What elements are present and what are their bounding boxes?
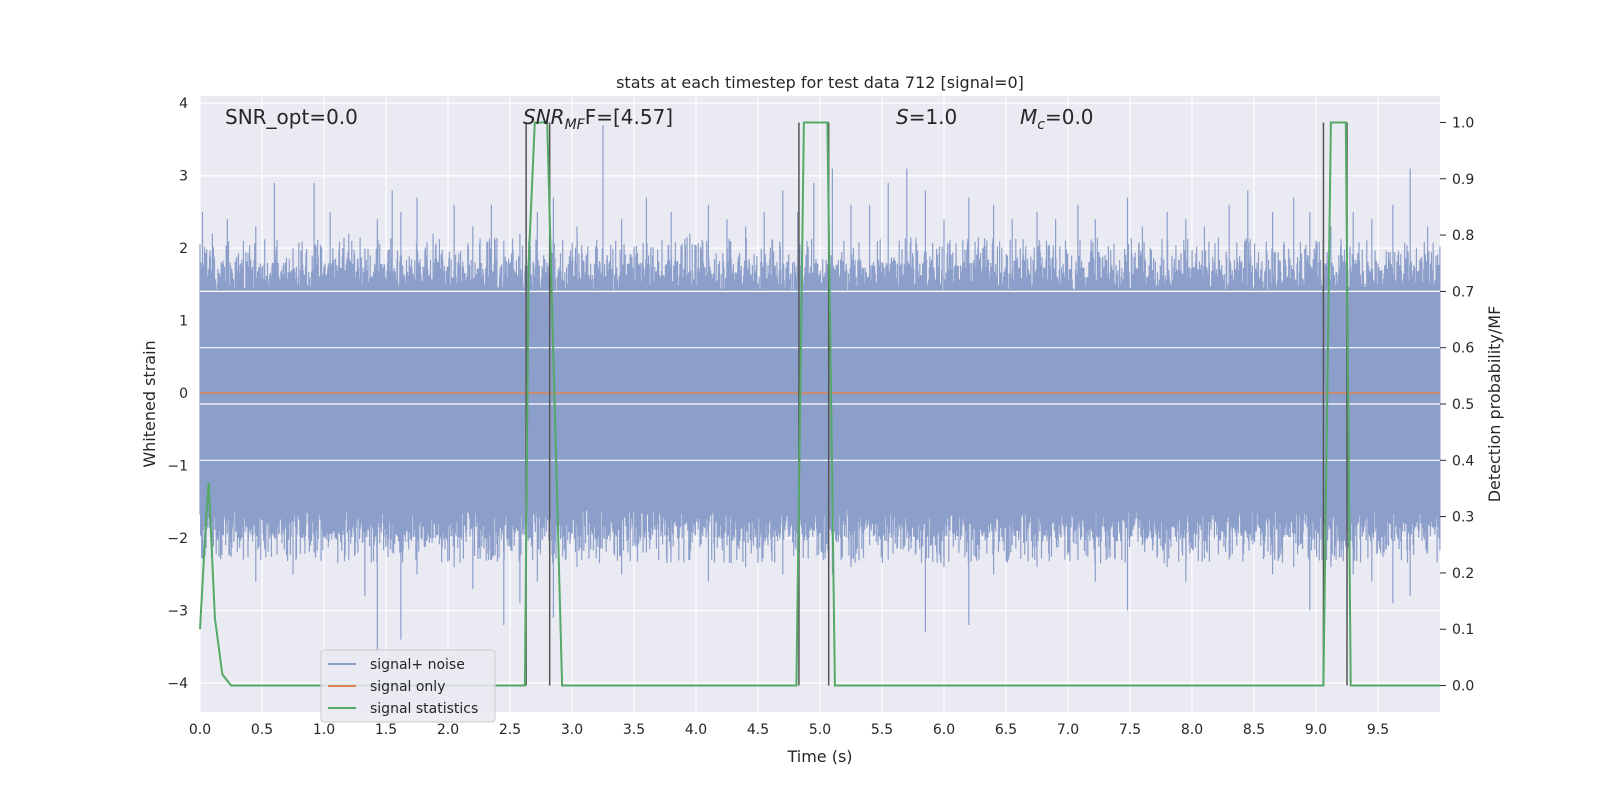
signal-statistics-series [199,121,1440,687]
y-tick-label: 4 [179,96,188,112]
x-tick-label: 8.0 [1181,722,1203,738]
y2-axis-ticks: 1.0 0.9 0.8 0.7 0.6 0.5 0.4 0.3 0.2 0.1 0.0 [1440,115,1474,695]
y-tick-label: 0 [179,386,188,402]
x-axis-ticks: 0.0 0.5 1.0 1.5 2.0 2.5 3.0 3.5 4.0 4.5 5.0 5.5 6.0 6… [189,722,1389,738]
chart-title: stats at each timestep for test data 712… [616,73,1024,92]
snr-mf-annotation: SNRMFF=[4.57] [523,105,673,133]
y2-tick-label: 0.0 [1452,679,1474,695]
y2-tick-label: 0.7 [1452,284,1474,300]
x-tick-label: 3.0 [561,722,583,738]
y-tick-label: −1 [167,459,188,475]
x-tick-label: 7.5 [1119,722,1141,738]
mc-main: M [1020,105,1037,129]
snr-mf-value: F=[4.57] [585,105,673,129]
y-axis-label: Whitened strain [140,340,159,467]
x-tick-label: 6.5 [995,722,1017,738]
y2-tick-label: 0.5 [1452,397,1474,413]
snr-mf-subscript: MF [565,117,586,133]
s-main: S [896,105,909,129]
x-tick-label: 9.5 [1367,722,1389,738]
x-axis-label: Time (s) [786,747,852,766]
y-tick-label: 2 [179,241,188,257]
x-tick-label: 0.0 [189,722,211,738]
legend-label-noise: signal+ noise [370,657,465,673]
y-tick-label: −4 [167,676,188,692]
x-tick-label: 5.0 [809,722,831,738]
mc-annotation: Mc=0.0 [1020,105,1094,133]
s-annotation: S=1.0 [896,105,957,129]
mc-value: =0.0 [1045,105,1094,129]
y2-tick-label: 0.3 [1452,510,1474,526]
y2-tick-label: 0.2 [1452,566,1474,582]
y2-tick-label: 0.8 [1452,228,1474,244]
s-value: =1.0 [909,105,958,129]
x-tick-label: 3.5 [623,722,645,738]
legend: signal+ noise signal only signal statist… [320,649,496,723]
y-tick-label: −2 [167,531,188,547]
snr-mf-main: SNR [523,105,565,129]
snr-opt-annotation: SNR_opt=0.0 [225,105,358,129]
x-tick-label: 7.0 [1057,722,1079,738]
x-tick-label: 1.0 [313,722,335,738]
x-tick-label: 2.5 [499,722,521,738]
y2-tick-label: 0.9 [1452,172,1474,188]
legend-box [320,649,496,723]
x-tick-label: 4.0 [685,722,707,738]
x-tick-label: 6.0 [933,722,955,738]
noise-trace [199,125,1441,654]
y-tick-label: 3 [179,169,188,185]
x-tick-label: 4.5 [747,722,769,738]
mc-subscript: c [1037,117,1045,133]
x-tick-label: 0.5 [251,722,273,738]
x-tick-label: 8.5 [1243,722,1265,738]
legend-label-signal-only: signal only [370,679,445,695]
legend-label-statistics: signal statistics [370,701,478,717]
y2-tick-label: 1.0 [1452,115,1474,131]
y2-tick-label: 0.6 [1452,341,1474,357]
x-tick-label: 1.5 [375,722,397,738]
signal-noise-series [199,125,1441,654]
x-tick-label: 9.0 [1305,722,1327,738]
y-tick-label: 1 [179,314,188,330]
x-tick-label: 5.5 [871,722,893,738]
y2-axis-label: Detection probability/MF [1485,306,1504,503]
y-tick-label: −3 [167,604,188,620]
secondary-grid [200,290,1440,461]
x-tick-label: 2.0 [437,722,459,738]
y2-tick-label: 0.4 [1452,453,1474,469]
y2-tick-label: 0.1 [1452,622,1474,638]
y-axis-ticks: 4 3 2 1 0 −1 −2 −3 −4 [167,96,188,692]
